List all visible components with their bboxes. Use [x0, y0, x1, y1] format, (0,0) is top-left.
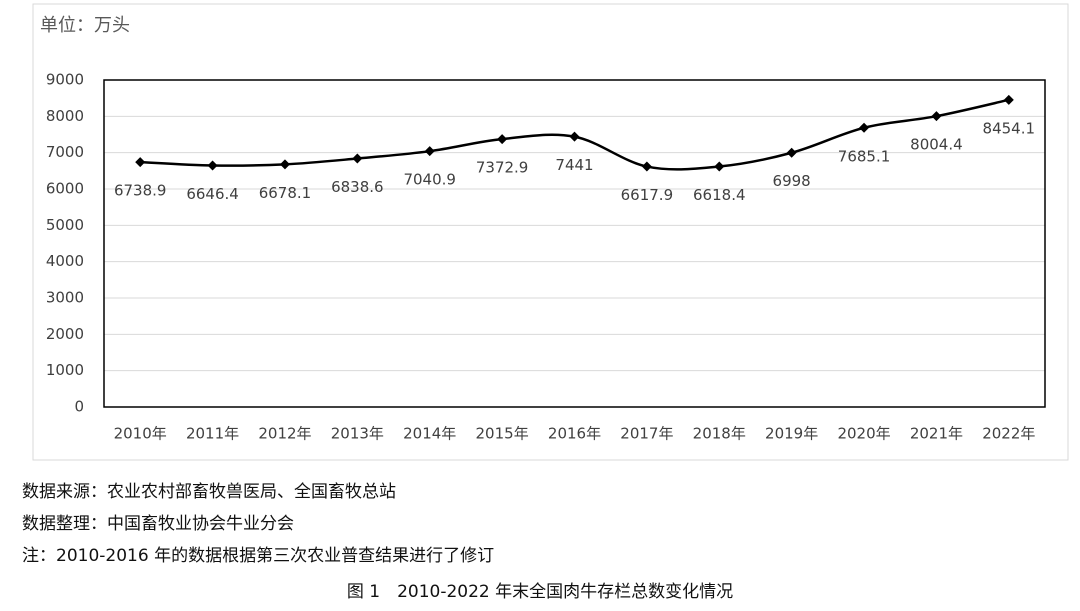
y-tick-label: 2000	[46, 325, 84, 343]
point-marker	[641, 161, 652, 172]
point-marker	[1003, 94, 1014, 105]
data-label: 7040.9	[403, 171, 456, 189]
x-tick-label: 2022年	[982, 425, 1035, 443]
data-label: 6617.9	[621, 186, 674, 204]
x-tick-label: 2014年	[403, 425, 456, 443]
data-label: 7372.9	[476, 159, 529, 177]
data-label: 7685.1	[838, 147, 891, 165]
caption: 图 1 2010-2022 年末全国肉牛存栏总数变化情况	[347, 582, 733, 602]
x-tick-label: 2011年	[186, 425, 239, 443]
y-tick-label: 9000	[46, 71, 84, 89]
x-tick-label: 2020年	[837, 425, 890, 443]
x-tick-label: 2015年	[476, 425, 529, 443]
revision-note: 注：2010-2016 年的数据根据第三次农业普查结果进行了修订	[22, 546, 494, 566]
plot-frame	[103, 79, 1046, 408]
x-tick-label: 2016年	[548, 425, 601, 443]
data-label: 7441	[555, 156, 593, 174]
y-tick-label: 0	[74, 398, 84, 416]
data-label: 6838.6	[331, 178, 384, 196]
y-tick-label: 4000	[46, 252, 84, 270]
editor-note: 数据整理：中国畜牧业协会牛业分会	[22, 514, 294, 534]
y-tick-label: 7000	[46, 143, 84, 161]
y-tick-label: 8000	[46, 107, 84, 125]
chart-frame	[32, 3, 1069, 461]
x-tick-label: 2021年	[910, 425, 963, 443]
x-tick-label: 2013年	[331, 425, 384, 443]
point-marker	[497, 134, 508, 145]
data-label: 6998	[773, 172, 811, 190]
x-tick-label: 2017年	[620, 425, 673, 443]
point-marker	[714, 161, 725, 172]
data-label: 6646.4	[186, 185, 239, 203]
point-marker	[279, 159, 290, 170]
point-marker	[931, 111, 942, 122]
source-note: 数据来源：农业农村部畜牧兽医局、全国畜牧总站	[22, 482, 396, 502]
unit-label: 单位：万头	[40, 15, 130, 36]
data-label: 6618.4	[693, 186, 746, 204]
point-marker	[135, 157, 146, 168]
y-tick-label: 1000	[46, 361, 84, 379]
y-tick-label: 6000	[46, 180, 84, 198]
point-marker	[352, 153, 363, 164]
x-tick-label: 2012年	[258, 425, 311, 443]
y-tick-label: 5000	[46, 216, 84, 234]
point-marker	[786, 147, 797, 158]
point-marker	[207, 160, 218, 171]
data-label: 8454.1	[983, 119, 1036, 137]
point-marker	[569, 131, 580, 142]
x-tick-label: 2010年	[114, 425, 167, 443]
data-label: 8004.4	[910, 136, 963, 154]
point-marker	[424, 146, 435, 157]
data-label: 6678.1	[259, 184, 312, 202]
y-tick-label: 3000	[46, 289, 84, 307]
x-tick-label: 2018年	[693, 425, 746, 443]
x-tick-label: 2019年	[765, 425, 818, 443]
point-marker	[859, 122, 870, 133]
data-label: 6738.9	[114, 182, 167, 200]
